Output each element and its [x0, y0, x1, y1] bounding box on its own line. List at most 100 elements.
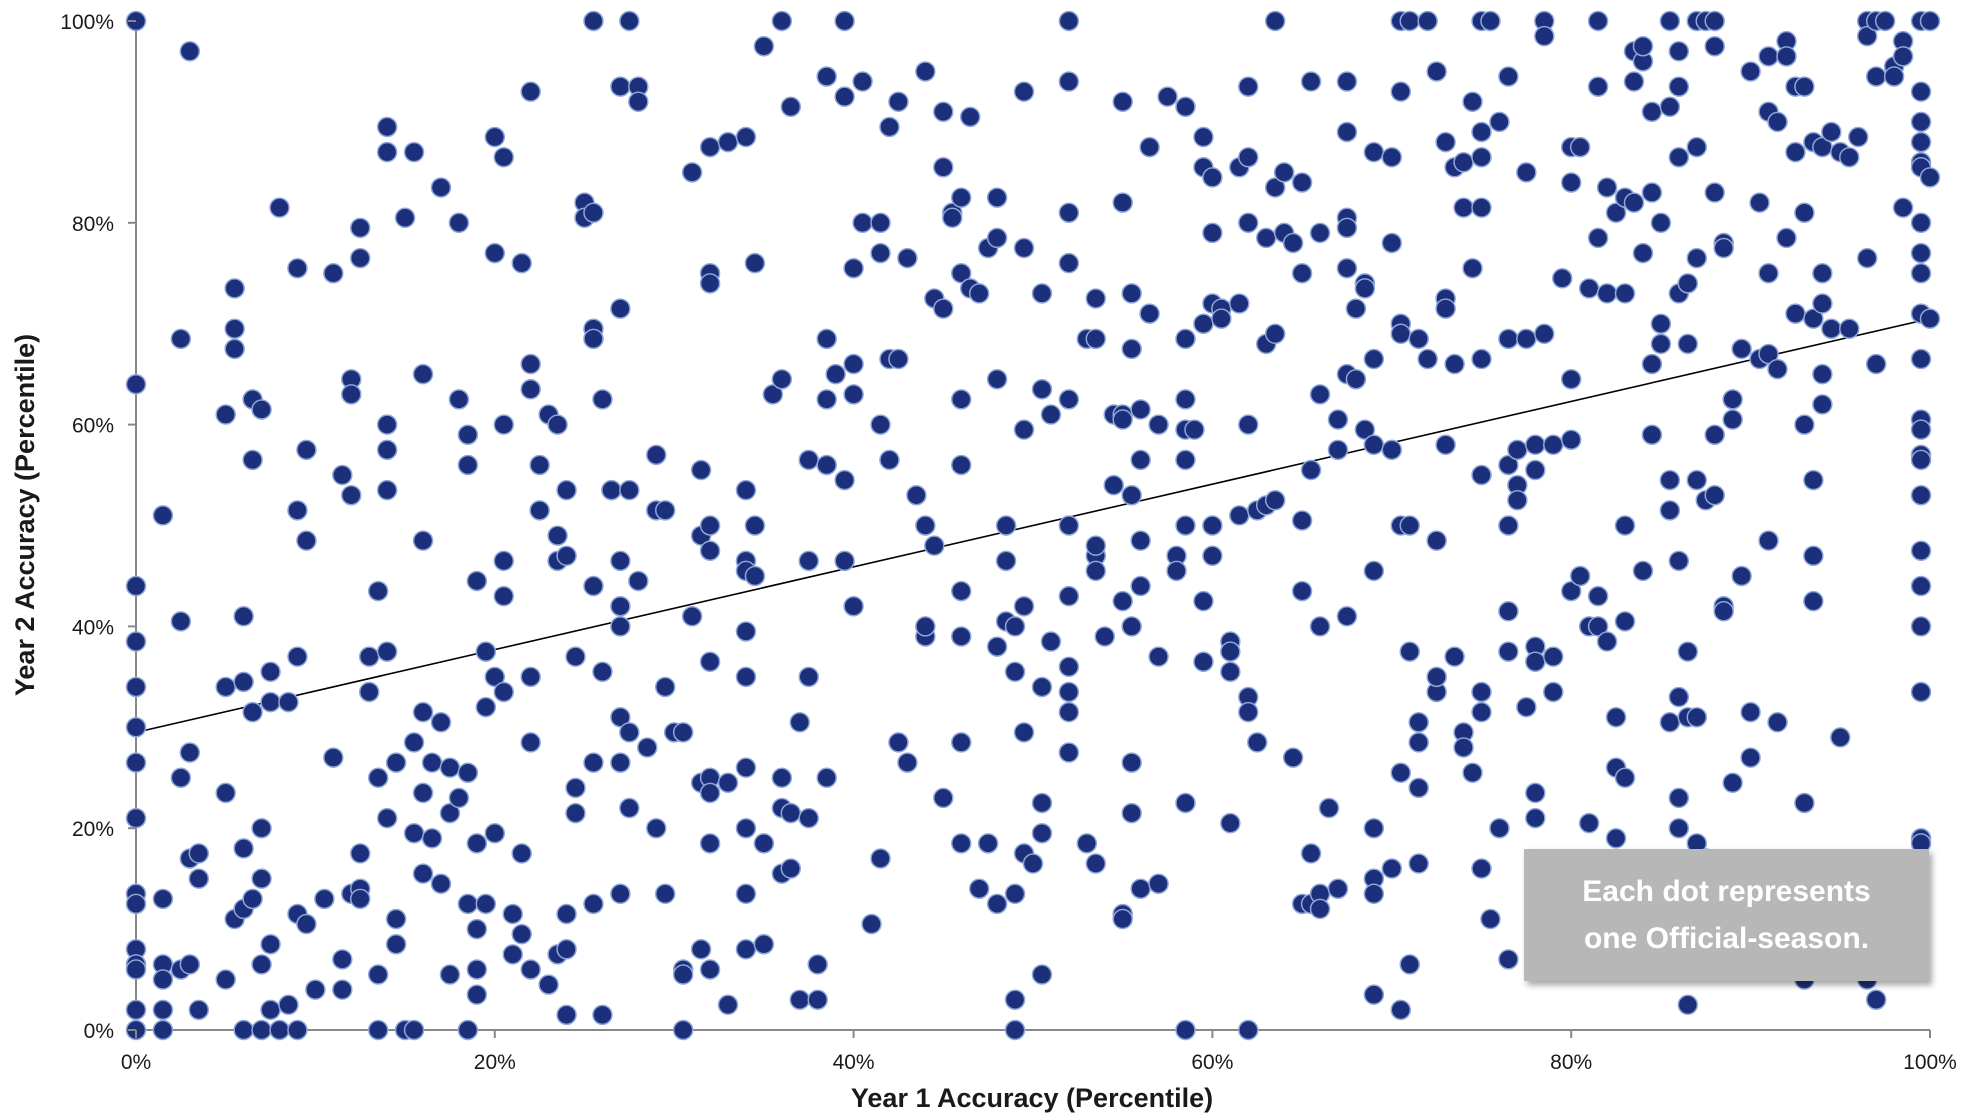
data-point [1605, 828, 1627, 849]
data-point [1659, 96, 1681, 118]
data-point [1659, 469, 1681, 491]
data-point [1040, 631, 1062, 652]
data-point [1865, 66, 1887, 87]
data-point [287, 646, 308, 667]
data-point [242, 701, 263, 723]
data-point [1910, 242, 1932, 264]
data-point [367, 964, 389, 985]
data-point [233, 1019, 254, 1041]
data-point [1238, 146, 1259, 168]
data-point [493, 414, 515, 435]
data-point [1031, 964, 1053, 985]
data-point [466, 959, 488, 980]
data-point [1471, 681, 1492, 703]
data-point [466, 570, 488, 592]
data-point [1238, 76, 1259, 97]
y-tick-label: 80% [72, 213, 114, 236]
data-point [735, 666, 757, 688]
data-point [950, 626, 972, 647]
data-point [251, 868, 272, 889]
data-point [1444, 353, 1465, 375]
data-point [260, 999, 281, 1021]
data-point [1453, 737, 1474, 758]
data-point [1058, 701, 1080, 723]
data-point [1291, 263, 1313, 284]
data-point [1058, 742, 1080, 763]
data-point [950, 580, 972, 602]
data-point [1498, 601, 1519, 622]
data-point [1919, 308, 1941, 329]
data-point [152, 888, 174, 910]
x-tick-label: 60% [1191, 1051, 1233, 1074]
data-point [1264, 177, 1286, 198]
data-point [933, 157, 954, 178]
data-point [933, 787, 954, 809]
data-point [1471, 701, 1492, 723]
data-point [619, 722, 640, 743]
data-point [1058, 585, 1080, 607]
data-point [583, 202, 604, 223]
data-point [403, 141, 425, 163]
data-point [287, 1019, 308, 1041]
data-point [1498, 328, 1519, 350]
data-point [502, 903, 523, 925]
data-point [1910, 81, 1932, 102]
data-point [950, 454, 972, 476]
data-point [583, 328, 604, 350]
data-point [1058, 389, 1080, 410]
data-point [1435, 434, 1456, 456]
data-point [699, 540, 721, 561]
data-point [1480, 10, 1501, 32]
data-point [215, 969, 236, 990]
data-point [367, 767, 389, 788]
data-point [1013, 722, 1035, 743]
data-point [1399, 954, 1420, 975]
data-point [1632, 242, 1654, 264]
data-point [215, 782, 236, 804]
data-point [1175, 515, 1196, 536]
data-point [915, 61, 936, 82]
data-point [448, 389, 470, 410]
data-point [1085, 288, 1107, 309]
data-point [457, 762, 479, 783]
data-point [1785, 303, 1806, 324]
data-point [1363, 434, 1385, 456]
data-point [1525, 434, 1546, 456]
data-point [672, 722, 694, 743]
data-point [1803, 545, 1824, 567]
data-point [1139, 303, 1160, 324]
data-point [1121, 802, 1142, 824]
data-point [915, 616, 936, 637]
data-point [1659, 500, 1681, 521]
data-point [179, 742, 201, 763]
data-point [816, 767, 837, 788]
data-point [1336, 606, 1358, 627]
data-point [376, 641, 398, 662]
data-point [278, 691, 299, 713]
x-tick-label: 100% [1903, 1051, 1957, 1074]
data-point [152, 505, 174, 526]
data-point [1543, 434, 1564, 456]
data-point [251, 817, 272, 839]
data-point [224, 318, 245, 339]
data-point [332, 979, 353, 1000]
data-point [1910, 348, 1932, 370]
data-point [1686, 136, 1708, 158]
data-point [717, 994, 739, 1016]
data-point [269, 197, 290, 218]
data-point [403, 822, 425, 844]
data-point [699, 651, 721, 672]
data-point [1910, 131, 1932, 153]
x-tick-label: 20% [474, 1051, 516, 1074]
data-point [1740, 747, 1761, 768]
trendline-group [135, 317, 1931, 734]
data-point [493, 681, 515, 703]
data-point [385, 752, 407, 773]
data-point [358, 646, 380, 667]
data-point [1587, 227, 1609, 249]
data-point [520, 379, 541, 400]
data-point [1193, 313, 1214, 334]
data-point [735, 479, 757, 501]
data-point [502, 944, 523, 965]
data-point [1085, 328, 1107, 350]
